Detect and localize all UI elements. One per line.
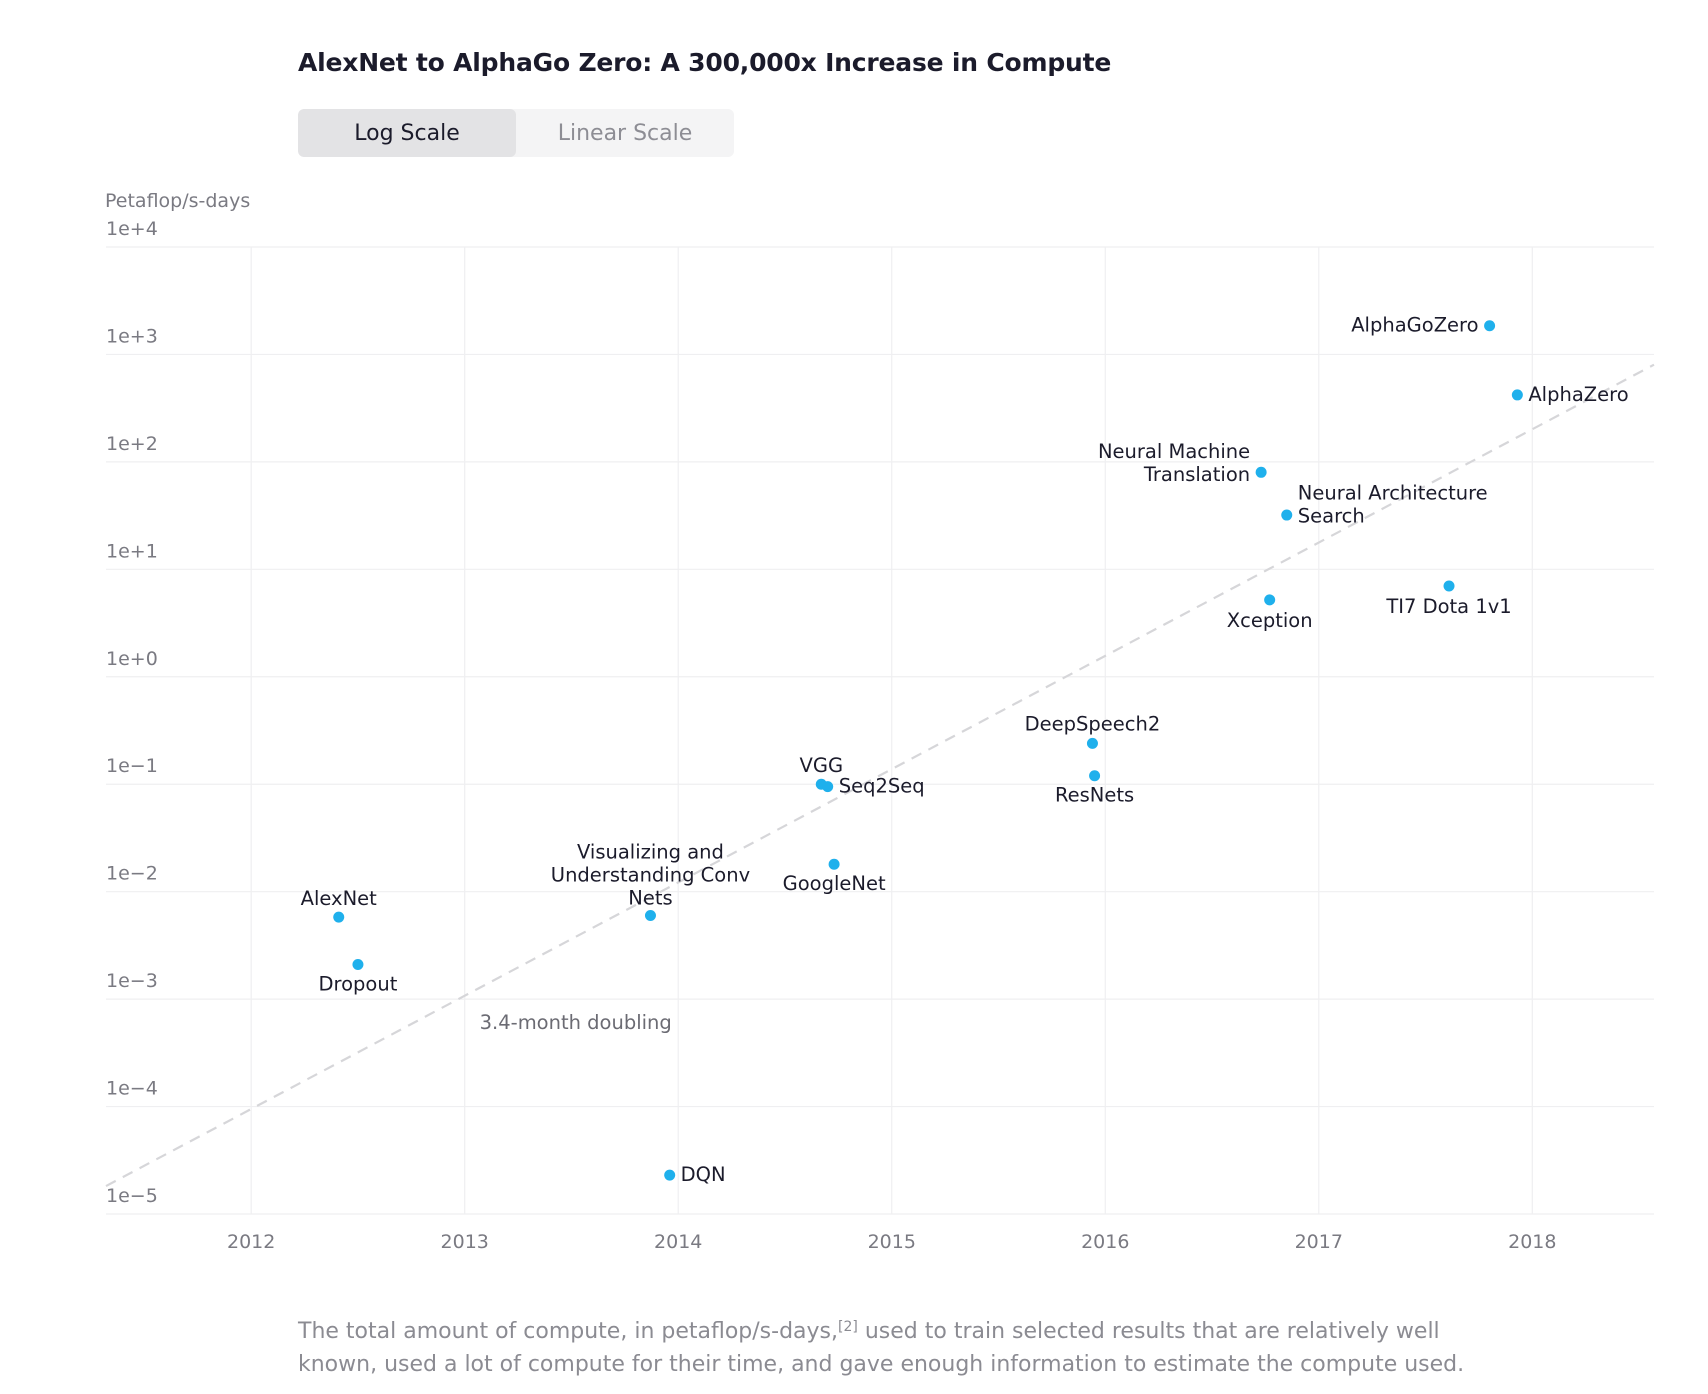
y-axis: 1e+4 1e+3 1e+2 1e+1 1e+0 1e−1 1e−2 1e−3 1e−4 1e−5 [106,218,158,1207]
data-point-group: Neural Machine Translation [1098,440,1267,486]
data-point [1264,594,1276,606]
data-point-label-line: Search [1298,505,1365,528]
x-tick-label: 2018 [1508,1231,1556,1253]
y-tick-label: 1e−5 [106,1185,158,1207]
data-point-group: GoogleNet [783,858,886,895]
data-point-label: DQN [681,1163,726,1186]
y-tick-label: 1e+1 [106,540,158,562]
data-point-label-line: Visualizing and [577,841,724,864]
data-point-label: AlphaGoZero [1351,314,1478,337]
data-point-label: VGG [800,754,844,777]
compute-chart: Petaflop/s-days 3.4-month doubling 1e+41… [105,190,1655,1253]
x-axis: 2012 2013 2014 2015 2016 2017 2018 [227,1231,1556,1253]
x-tick-label: 2016 [1081,1231,1129,1253]
data-points: AlexNet Dropout DQN Visualizing and Understa… [301,314,1629,1186]
x-tick-label: 2017 [1295,1231,1343,1253]
data-point [644,910,656,922]
data-point-label: AlexNet [301,887,378,910]
data-point-label-line: Translation [1143,463,1250,486]
data-point [1086,737,1098,749]
data-point-group: Dropout [319,958,398,995]
data-point-group: AlexNet [301,887,378,923]
data-point [333,911,345,923]
x-tick-label: 2015 [868,1231,916,1253]
trend-line-label: 3.4-month doubling [480,1011,672,1034]
data-point-group: Neural Architecture Search [1281,482,1488,528]
data-point-group: Xception [1227,594,1313,632]
y-tick-label: 1e−4 [106,1078,158,1100]
data-point [664,1169,676,1181]
linear-scale-button[interactable]: Linear Scale [557,120,693,146]
data-point-group: AlphaGoZero [1351,314,1496,337]
footnote-ref-link[interactable]: [2] [838,1319,858,1335]
data-point [1255,466,1267,478]
data-point [1089,770,1101,782]
caption-text-start: The total amount of compute, in petaflop… [298,1319,838,1344]
data-point-group: DQN [664,1163,726,1186]
chart-caption: The total amount of compute, in petaflop… [298,1315,1478,1381]
data-point-group: ResNets [1055,770,1134,807]
data-point [1511,389,1523,401]
data-point-label-line: Nets [628,887,672,910]
x-tick-label: 2014 [654,1231,702,1253]
caption-text-end: used to train selected results that are … [298,1319,1465,1377]
y-tick-label: 1e+2 [106,433,158,455]
x-tick-label: 2013 [441,1231,489,1253]
chart-grid [106,246,1654,1215]
data-point-label-line: Neural Architecture [1298,482,1488,505]
data-point [828,858,840,870]
data-point [1281,509,1293,521]
data-point-group: TI7 Dota 1v1 [1385,580,1512,618]
data-point-label-line: Neural Machine [1098,440,1250,463]
data-point-label: Neural Architecture Search [1298,482,1488,528]
data-point-label: Seq2Seq [839,775,925,798]
y-tick-label: 1e−2 [106,863,158,885]
data-point [822,781,834,793]
y-tick-label: 1e+4 [106,218,158,240]
data-point-label: DeepSpeech2 [1025,712,1161,735]
y-tick-label: 1e−1 [106,755,158,777]
x-tick-label: 2012 [227,1231,275,1253]
y-tick-label: 1e+3 [106,325,158,347]
trend-line-path [105,363,1655,1188]
data-point [1443,580,1455,592]
data-point-label-line: Understanding Conv [551,864,750,887]
y-tick-label: 1e−3 [106,970,158,992]
data-point [1484,320,1496,332]
log-scale-button[interactable]: Log Scale [298,109,516,157]
data-point-group: Visualizing and Understanding Conv Nets [551,841,750,922]
data-point-label: ResNets [1055,784,1134,807]
data-point-group: AlphaZero [1511,383,1629,406]
data-point-label: AlphaZero [1528,383,1628,406]
data-point [352,958,364,970]
y-axis-title: Petaflop/s-days [105,190,250,212]
data-point-label: Visualizing and Understanding Conv Nets [551,841,750,910]
data-point-label: Neural Machine Translation [1098,440,1250,486]
data-point-group: Seq2Seq [822,775,925,798]
scale-toggle: Log Scale Linear Scale [298,109,734,157]
data-point-label: GoogleNet [783,872,886,895]
data-point-label: Dropout [319,972,398,995]
data-point-group: DeepSpeech2 [1025,712,1161,749]
data-point-label: TI7 Dota 1v1 [1385,595,1511,618]
data-point-label: Xception [1227,609,1313,632]
trend-line: 3.4-month doubling [105,363,1655,1188]
chart-title: AlexNet to AlphaGo Zero: A 300,000x Incr… [298,48,1112,77]
y-tick-label: 1e+0 [106,648,158,670]
